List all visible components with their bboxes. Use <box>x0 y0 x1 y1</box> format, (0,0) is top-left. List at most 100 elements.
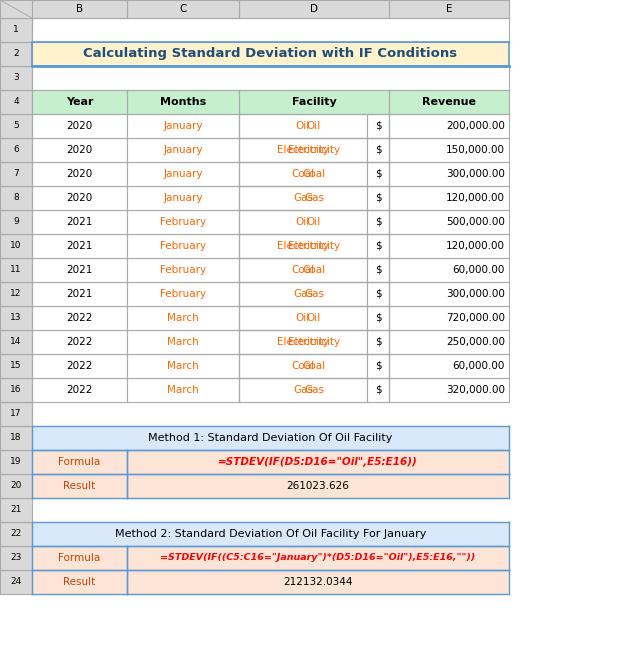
Bar <box>127 90 239 114</box>
Text: Coal: Coal <box>303 361 326 371</box>
Bar <box>32 210 127 234</box>
Bar <box>389 282 509 306</box>
Text: 250,000.00: 250,000.00 <box>446 337 505 347</box>
Bar <box>0 18 32 42</box>
Bar <box>239 378 389 402</box>
Bar <box>239 90 389 114</box>
Bar <box>32 522 509 546</box>
Bar <box>32 282 127 306</box>
Bar <box>239 354 389 378</box>
Bar <box>367 114 389 138</box>
Text: Oil: Oil <box>307 217 321 227</box>
Text: 12: 12 <box>10 290 22 298</box>
Bar <box>367 234 389 258</box>
Text: 150,000.00: 150,000.00 <box>446 145 505 155</box>
Bar <box>0 450 32 474</box>
Bar <box>127 114 239 138</box>
Bar <box>127 330 239 354</box>
Text: E: E <box>446 4 452 14</box>
Text: $: $ <box>375 217 381 227</box>
Bar <box>32 234 127 258</box>
Bar <box>239 114 367 138</box>
Bar <box>239 114 389 138</box>
Text: Coal: Coal <box>292 265 314 275</box>
Bar <box>32 18 509 42</box>
Bar <box>127 258 239 282</box>
Text: 11: 11 <box>10 266 22 275</box>
Text: 2022: 2022 <box>66 313 93 323</box>
Bar <box>389 378 509 402</box>
Bar <box>389 258 509 282</box>
Bar <box>389 234 509 258</box>
Bar <box>0 546 32 570</box>
Bar <box>32 330 127 354</box>
Bar <box>0 234 32 258</box>
Text: 9: 9 <box>13 218 19 226</box>
Text: Coal: Coal <box>292 169 314 179</box>
Bar <box>32 306 127 330</box>
Text: B: B <box>76 4 83 14</box>
Bar <box>127 306 239 330</box>
Bar <box>32 402 509 426</box>
Bar <box>32 354 127 378</box>
Text: Year: Year <box>66 97 93 107</box>
Text: January: January <box>163 169 203 179</box>
Bar <box>239 330 389 354</box>
Bar <box>32 66 509 90</box>
Text: 20: 20 <box>10 481 22 490</box>
Bar <box>367 330 389 354</box>
Bar <box>0 258 32 282</box>
Text: 2: 2 <box>13 50 19 58</box>
Bar <box>32 114 127 138</box>
Text: Electricity: Electricity <box>277 241 329 251</box>
Text: 7: 7 <box>13 169 19 179</box>
Bar <box>239 234 367 258</box>
Text: 300,000.00: 300,000.00 <box>446 289 505 299</box>
Text: Method 2: Standard Deviation Of Oil Facility For January: Method 2: Standard Deviation Of Oil Faci… <box>115 529 426 539</box>
Text: 14: 14 <box>10 337 22 347</box>
Text: $: $ <box>375 385 381 395</box>
Bar <box>0 42 32 66</box>
Text: 2022: 2022 <box>66 337 93 347</box>
Text: 2020: 2020 <box>66 193 93 203</box>
Bar <box>239 306 367 330</box>
Bar <box>0 114 32 138</box>
Text: 120,000.00: 120,000.00 <box>446 241 505 251</box>
Bar <box>239 258 367 282</box>
Text: 2021: 2021 <box>66 241 93 251</box>
Bar <box>389 354 509 378</box>
Bar <box>239 138 367 162</box>
Bar <box>367 354 389 378</box>
Text: Oil: Oil <box>307 121 321 131</box>
Bar <box>367 138 389 162</box>
Bar <box>239 234 389 258</box>
Bar <box>32 138 127 162</box>
Bar <box>0 210 32 234</box>
Text: D: D <box>310 4 318 14</box>
Text: $: $ <box>375 145 381 155</box>
Text: Electricity: Electricity <box>288 337 340 347</box>
Text: 1: 1 <box>13 26 19 35</box>
Text: 24: 24 <box>10 577 22 587</box>
Text: Calculating Standard Deviation with IF Conditions: Calculating Standard Deviation with IF C… <box>84 48 458 61</box>
Text: Electricity: Electricity <box>288 145 340 155</box>
Bar <box>367 186 389 210</box>
Text: March: March <box>167 361 199 371</box>
Text: 720,000.00: 720,000.00 <box>446 313 505 323</box>
Bar <box>127 546 509 570</box>
Text: 5: 5 <box>13 122 19 131</box>
Bar <box>127 0 239 18</box>
Text: Electricity: Electricity <box>277 337 329 347</box>
Text: 8: 8 <box>13 194 19 203</box>
Text: 10: 10 <box>10 241 22 250</box>
Bar <box>127 378 239 402</box>
Text: Result: Result <box>63 481 95 491</box>
Text: Coal: Coal <box>303 265 326 275</box>
Text: Electricity: Electricity <box>277 145 329 155</box>
Bar <box>239 282 367 306</box>
Text: 2020: 2020 <box>66 145 93 155</box>
Text: March: March <box>167 385 199 395</box>
Text: $: $ <box>375 337 381 347</box>
Text: Coal: Coal <box>303 169 326 179</box>
Text: 23: 23 <box>10 553 22 562</box>
